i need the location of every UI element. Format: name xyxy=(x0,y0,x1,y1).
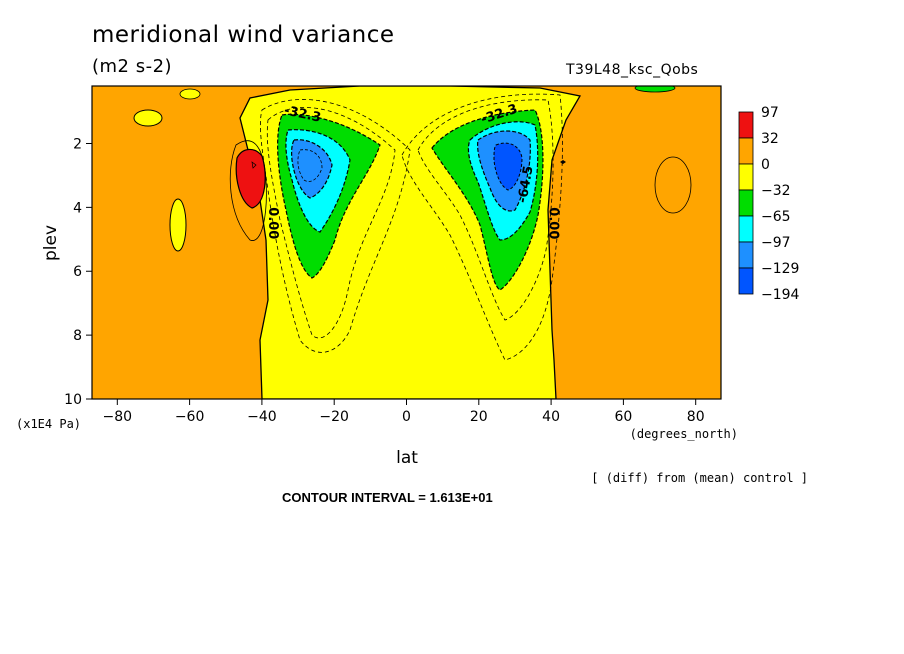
legend-swatch xyxy=(738,163,754,191)
x-tick-label: −20 xyxy=(319,409,349,425)
x-tick-label: 40 xyxy=(542,409,560,425)
x-tick-label: 0 xyxy=(402,409,411,425)
contour-line xyxy=(560,160,566,164)
x-axis-units: (degrees_north) xyxy=(630,427,738,441)
legend-swatch xyxy=(738,111,754,139)
run-label: T39L48_ksc_Qobs xyxy=(566,62,699,78)
legend-swatch xyxy=(738,189,754,217)
contour-label: 0.00 xyxy=(265,207,280,239)
legend-swatch xyxy=(738,137,754,165)
contour-line xyxy=(266,107,396,339)
plot-field xyxy=(92,86,721,399)
y-axis-units: (x1E4 Pa) xyxy=(16,417,81,431)
legend-swatch xyxy=(738,241,754,269)
legend-label: −32 xyxy=(761,183,791,199)
legend-label: 0 xyxy=(761,157,770,173)
y-tick-label: 10 xyxy=(64,392,82,408)
contour-label: -64.5 xyxy=(515,165,536,205)
x-tick-label: 20 xyxy=(470,409,488,425)
contour-line xyxy=(251,161,257,169)
legend-label: −97 xyxy=(761,235,791,251)
legend-label: −65 xyxy=(761,209,791,225)
x-tick-label: 80 xyxy=(687,409,705,425)
field-zero-patch xyxy=(179,88,201,100)
legend-label: 97 xyxy=(761,105,779,121)
chart-units: (m2 s-2) xyxy=(92,56,173,77)
y-tick-label: 8 xyxy=(73,328,82,344)
y-axis-label: plev xyxy=(41,225,61,261)
x-axis-label: lat xyxy=(396,448,418,468)
color-legend: 97 32 0 −32 −65 −97 −129 −194 xyxy=(738,105,800,303)
field-neg-3-sh xyxy=(291,139,333,199)
y-tick-label: 4 xyxy=(73,200,82,216)
contour-label: 0.00 xyxy=(545,207,560,239)
chart-title: meridional wind variance xyxy=(92,22,395,48)
field-zero-patch xyxy=(634,86,676,93)
y-tick-label: 6 xyxy=(73,264,82,280)
x-tick-label: −60 xyxy=(175,409,205,425)
contour-line xyxy=(297,149,323,182)
contour-line xyxy=(401,93,563,361)
x-tick-label: 60 xyxy=(614,409,632,425)
legend-label: −194 xyxy=(761,287,800,303)
y-axis: 2 4 6 8 10 xyxy=(64,136,92,408)
y-tick-label: 2 xyxy=(73,136,82,152)
legend-swatch xyxy=(738,215,754,243)
diff-note: [ (diff) from (mean) control ] xyxy=(591,471,808,485)
legend-label: 32 xyxy=(761,131,779,147)
x-axis: −80 −60 −40 −20 0 20 40 60 80 xyxy=(103,399,705,425)
legend-label: −129 xyxy=(761,261,799,277)
field-neg-4-nh xyxy=(493,142,523,191)
legend-swatch xyxy=(738,267,754,295)
field-positive-strong xyxy=(235,148,266,209)
contour-line xyxy=(654,156,692,214)
x-tick-label: −80 xyxy=(103,409,133,425)
field-positive-max xyxy=(229,140,267,241)
contour-interval: CONTOUR INTERVAL = 1.613E+01 xyxy=(282,490,493,505)
x-tick-label: −40 xyxy=(247,409,277,425)
field-zero-patch xyxy=(133,109,163,127)
contour-line xyxy=(417,99,554,321)
field-zero-patch xyxy=(169,198,187,252)
